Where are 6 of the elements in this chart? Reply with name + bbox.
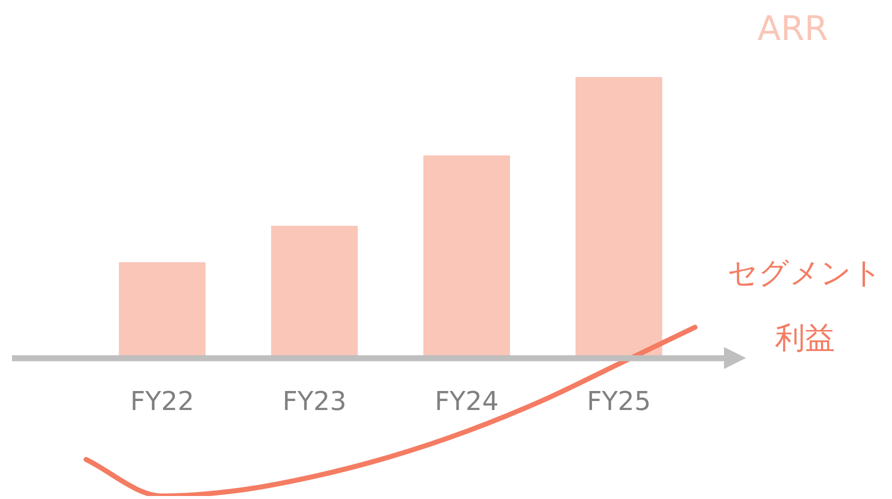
text: ARR [757, 8, 828, 49]
x-tick-label: FY24 [434, 386, 499, 417]
x-tick-label: FY23 [282, 386, 346, 417]
x-tick-label: FY25 [586, 386, 651, 417]
series-label: セグメント利益 [728, 256, 882, 356]
x-tick-label: FY22 [130, 386, 194, 417]
